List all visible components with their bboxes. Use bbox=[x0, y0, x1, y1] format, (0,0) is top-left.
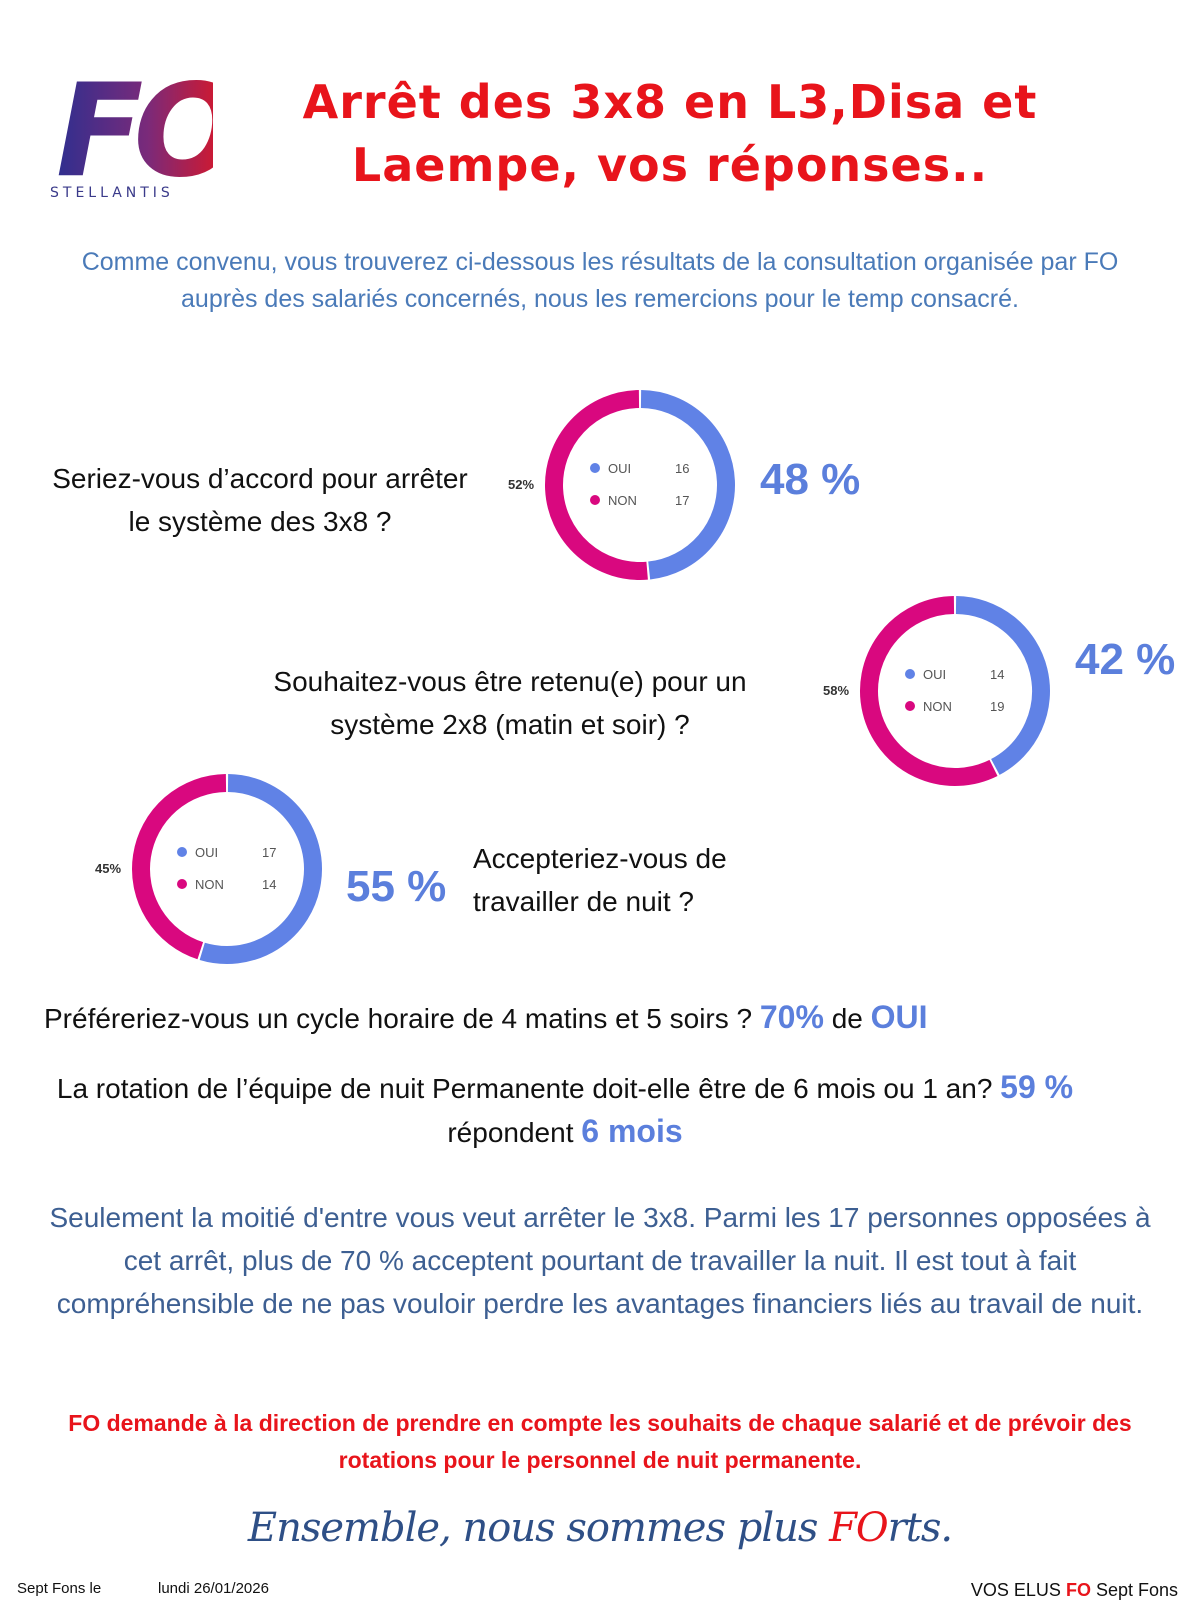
donut-chart-q3: 45% OUI 17 NON 14 bbox=[95, 774, 322, 964]
donut-slice-non bbox=[132, 774, 227, 960]
q5-mid: répondent bbox=[447, 1117, 574, 1148]
conclusion-text: Seulement la moitié d'entre vous veut ar… bbox=[49, 1202, 1151, 1319]
q4-pct: 70% bbox=[759, 999, 824, 1035]
legend-oui-label: OUI bbox=[195, 845, 218, 860]
donut-chart-q1: 52% OUI 16 NON 17 bbox=[508, 390, 735, 580]
footer-place: Sept Fons le bbox=[17, 1580, 102, 1597]
legend-non-label: NON bbox=[608, 493, 637, 508]
title-line-2: Laempe, vos réponses.. bbox=[351, 138, 989, 192]
legend-non-dot bbox=[177, 879, 187, 889]
fo-demand: FO demande à la direction de prendre en … bbox=[68, 1410, 1132, 1473]
question-3: Accepteriez-vous de travailler de nuit ? bbox=[473, 843, 727, 917]
legend-oui-label: OUI bbox=[923, 667, 946, 682]
legend-non-label: NON bbox=[195, 877, 224, 892]
intro-text: Comme convenu, vous trouverez ci-dessous… bbox=[81, 248, 1119, 313]
question-4: Préféreriez-vous un cycle horaire de 4 m… bbox=[44, 996, 928, 1040]
legend-non-dot bbox=[590, 495, 600, 505]
footer-date: lundi 26/01/2026 bbox=[158, 1580, 269, 1597]
svg-text:FO: FO bbox=[56, 57, 213, 205]
question-1: Seriez-vous d’accord pour arrêter le sys… bbox=[52, 463, 468, 537]
legend-non-label: NON bbox=[923, 699, 952, 714]
question-5: La rotation de l’équipe de nuit Permanen… bbox=[40, 1066, 1090, 1154]
sig-place: Sept Fons bbox=[1090, 1580, 1178, 1600]
slogan-text: Ensemble, nous sommes plus bbox=[247, 1505, 830, 1551]
q5-pct: 59 % bbox=[1000, 1069, 1074, 1105]
q4-answer: OUI bbox=[870, 999, 928, 1035]
svg-text:STELLANTIS: STELLANTIS bbox=[50, 185, 174, 201]
footer-signature: VOS ELUS FO Sept Fons bbox=[971, 1580, 1178, 1601]
donut-chart-q2: 58% OUI 14 NON 19 bbox=[823, 596, 1050, 786]
legend-non-dot bbox=[905, 701, 915, 711]
donut-slice-non bbox=[545, 390, 648, 580]
sig-fo: FO bbox=[1065, 1580, 1091, 1600]
legend-oui-count: 14 bbox=[990, 667, 1004, 682]
title-line-1: Arrêt des 3x8 en L3,Disa et bbox=[302, 75, 1038, 129]
non-percent-label: 52% bbox=[508, 477, 534, 492]
legend-non-count: 17 bbox=[675, 493, 689, 508]
legend-oui-dot bbox=[905, 669, 915, 679]
legend-non-count: 19 bbox=[990, 699, 1004, 714]
slogan: Ensemble, nous sommes plus FOrts. bbox=[0, 1505, 1200, 1551]
q3-percentage: 55 % bbox=[346, 862, 447, 911]
donut-slice-oui bbox=[955, 596, 1050, 775]
q5-text: La rotation de l’équipe de nuit Permanen… bbox=[56, 1073, 993, 1104]
legend-oui-dot bbox=[590, 463, 600, 473]
sig-text: VOS ELUS bbox=[970, 1580, 1066, 1600]
q4-text: Préféreriez-vous un cycle horaire de 4 m… bbox=[44, 1003, 753, 1034]
legend-oui-label: OUI bbox=[608, 461, 631, 476]
donut-slice-oui bbox=[199, 774, 322, 964]
legend-non-count: 14 bbox=[262, 877, 276, 892]
q4-mid: de bbox=[831, 1003, 863, 1034]
slogan-end: rts. bbox=[887, 1505, 953, 1551]
slogan-fo: FO bbox=[829, 1505, 889, 1551]
non-percent-label: 45% bbox=[95, 861, 121, 876]
q1-percentage: 48 % bbox=[760, 455, 861, 504]
legend-oui-dot bbox=[177, 847, 187, 857]
question-2: Souhaitez-vous être retenu(e) pour un sy… bbox=[273, 666, 747, 740]
fo-stellantis-logo: FO STELLANTIS bbox=[50, 57, 213, 205]
q2-percentage: 42 % bbox=[1075, 635, 1176, 684]
legend-oui-count: 17 bbox=[262, 845, 276, 860]
legend-oui-count: 16 bbox=[675, 461, 689, 476]
q5-answer: 6 mois bbox=[581, 1113, 683, 1149]
non-percent-label: 58% bbox=[823, 683, 849, 698]
donut-slice-oui bbox=[640, 390, 735, 580]
donut-slice-non bbox=[860, 596, 998, 786]
